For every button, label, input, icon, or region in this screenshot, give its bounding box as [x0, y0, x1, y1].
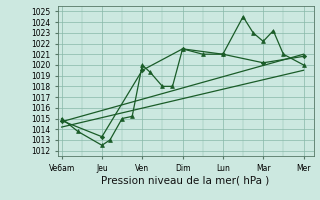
X-axis label: Pression niveau de la mer( hPa ): Pression niveau de la mer( hPa ): [101, 175, 270, 185]
